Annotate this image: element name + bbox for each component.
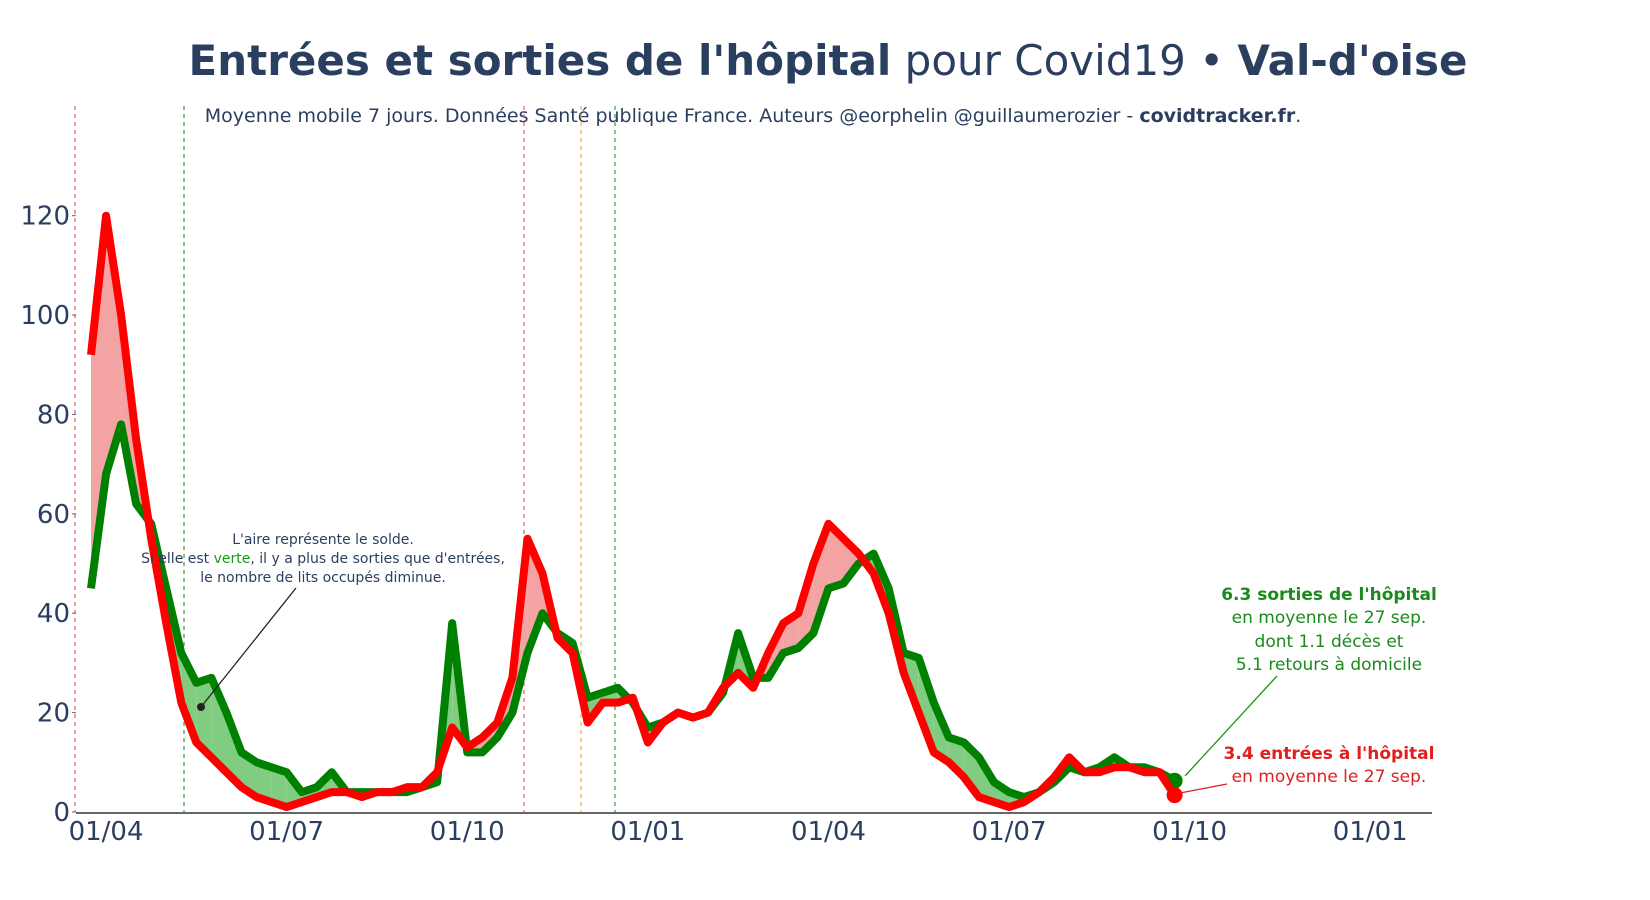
title-part: pour Covid19 • bbox=[891, 36, 1237, 85]
plot-area bbox=[74, 106, 1183, 812]
balance-area bbox=[271, 767, 287, 808]
area-note: le nombre de lits occupés diminue. bbox=[200, 570, 446, 586]
annotation-dot bbox=[197, 703, 205, 711]
x-tick-label: 01/01 bbox=[610, 817, 685, 847]
area-note: L'aire représente le solde. bbox=[232, 532, 414, 548]
annotation-arrow bbox=[1179, 783, 1228, 794]
subtitle-part: covidtracker.fr bbox=[1139, 105, 1296, 127]
area-note-part: verte bbox=[214, 551, 251, 567]
x-tick-label: 01/04 bbox=[69, 817, 144, 847]
annotation-arrow bbox=[200, 587, 297, 708]
last-point bbox=[1166, 787, 1183, 804]
title-part: Val-d'oise bbox=[1237, 36, 1467, 85]
exits-label: 6.3 sorties de l'hôpital bbox=[1221, 585, 1437, 605]
y-tick-label: 0 bbox=[53, 798, 70, 828]
exits-label: 5.1 retours à domicile bbox=[1236, 655, 1422, 675]
series-line bbox=[87, 211, 1178, 812]
x-tick-label: 01/07 bbox=[249, 817, 324, 847]
balance-area bbox=[256, 762, 272, 803]
exits-label: en moyenne le 27 sep. bbox=[1232, 608, 1427, 628]
balance-area bbox=[948, 737, 964, 778]
series-line bbox=[87, 420, 1177, 802]
entries-label: 3.4 entrées à l'hôpital bbox=[1224, 744, 1435, 764]
x-tick-label: 01/01 bbox=[1333, 817, 1408, 847]
y-tick-label: 120 bbox=[20, 202, 70, 232]
subtitle: Moyenne mobile 7 jours. Données Santé pu… bbox=[205, 105, 1302, 127]
balance-area bbox=[813, 523, 829, 634]
annotation-arrow bbox=[1184, 675, 1278, 777]
entries-label: en moyenne le 27 sep. bbox=[1232, 767, 1427, 787]
y-tick-label: 60 bbox=[37, 500, 70, 530]
x-tick-label: 01/07 bbox=[972, 817, 1047, 847]
subtitle-part: . bbox=[1295, 105, 1301, 127]
exits-label: dont 1.1 décès et bbox=[1255, 632, 1404, 652]
subtitle-part: Moyenne mobile 7 jours. Données Santé pu… bbox=[205, 105, 1140, 127]
area-note: Si elle est verte, il y a plus de sortie… bbox=[141, 551, 505, 567]
area-note-part: Si elle est bbox=[141, 551, 214, 567]
x-tick-label: 01/10 bbox=[1152, 817, 1227, 847]
balance-area bbox=[106, 215, 122, 475]
chart-title: Entrées et sorties de l'hôpital pour Cov… bbox=[189, 36, 1468, 85]
title-part: Entrées et sorties de l'hôpital bbox=[189, 36, 892, 85]
x-tick-label: 01/10 bbox=[430, 817, 505, 847]
y-tick-label: 80 bbox=[37, 400, 70, 430]
y-tick-label: 20 bbox=[37, 699, 70, 729]
y-tick-label: 100 bbox=[20, 301, 70, 331]
area-note-part: , il y a plus de sorties que d'entrées, bbox=[250, 551, 505, 567]
x-tick-label: 01/04 bbox=[791, 817, 866, 847]
y-tick-label: 40 bbox=[37, 599, 70, 629]
balance-area bbox=[211, 677, 227, 773]
